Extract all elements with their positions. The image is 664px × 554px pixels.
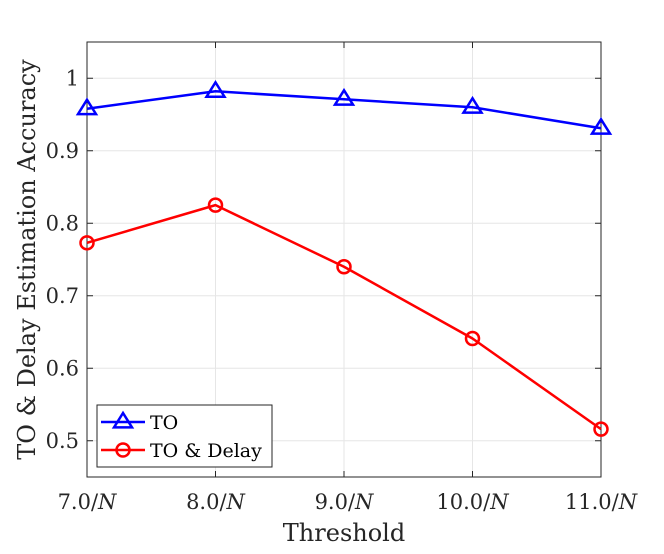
y-tick-label: 0.8 — [46, 211, 79, 235]
x-tick-label-number: 8.0/ — [186, 490, 227, 514]
y-tick-label: 0.9 — [46, 139, 79, 163]
y-tick-label: 0.6 — [46, 356, 79, 380]
x-tick-label-variable: N — [489, 490, 509, 514]
x-tick-label-variable: N — [618, 490, 638, 514]
x-tick-label-variable: N — [97, 490, 117, 514]
series-to-delay — [79, 197, 609, 437]
series-line — [86, 203, 602, 431]
data-point-marker — [589, 116, 613, 135]
data-point-marker — [336, 259, 352, 275]
x-tick-label: 7.0/N — [58, 490, 117, 514]
x-tick-label: 8.0/N — [186, 490, 245, 514]
data-point-marker — [464, 330, 481, 347]
series-to — [75, 79, 613, 135]
data-point-marker — [461, 95, 484, 114]
x-tick-label-number: 9.0/ — [315, 490, 356, 514]
x-tick-label-number: 7.0/ — [58, 490, 99, 514]
series-line — [86, 90, 602, 130]
x-tick-label: 10.0/N — [436, 490, 509, 514]
y-axis-title: TO & Delay Estimation Accuracy — [13, 59, 41, 460]
x-tick-label-number: 10.0/ — [436, 490, 491, 514]
x-tick-label-variable: N — [226, 490, 246, 514]
legend-label: TO & Delay — [150, 440, 262, 462]
x-tick-label-number: 11.0/ — [565, 490, 620, 514]
data-point-marker — [79, 235, 95, 251]
y-tick-label: 0.5 — [46, 429, 79, 453]
axis-ticks: 7.0/N 8.0/N 9.0/N 10.0/N 11.0/N0.50.60.70.80… — [46, 42, 638, 514]
legend-marker — [111, 410, 135, 429]
y-tick-label: 0.7 — [46, 284, 79, 308]
data-point-marker — [332, 87, 356, 106]
data-point-marker — [207, 197, 224, 213]
y-tick-label: 1 — [66, 66, 79, 90]
x-tick-label-variable: N — [354, 490, 374, 514]
legend: TO TO & Delay — [96, 404, 273, 468]
x-tick-label: 11.0/N — [565, 490, 638, 514]
data-point-marker — [75, 97, 99, 116]
data-point-marker — [204, 79, 227, 98]
series-layer — [75, 79, 613, 437]
x-axis-title: Threshold — [283, 519, 405, 547]
x-tick-label: 9.0/N — [315, 490, 374, 514]
legend-label: TO — [150, 412, 178, 434]
data-point-marker — [593, 421, 609, 437]
legend-marker — [115, 442, 131, 458]
